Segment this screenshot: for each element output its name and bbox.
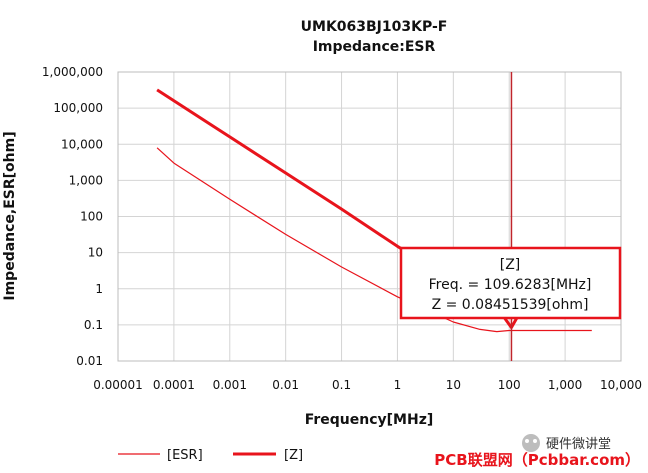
y-tick-label: 0.01: [76, 354, 103, 368]
x-tick-label: 0.01: [272, 378, 299, 392]
x-tick-label: 0.001: [213, 378, 247, 392]
legend-esr-label: [ESR]: [167, 448, 203, 463]
y-tick-label: 0.1: [84, 318, 103, 332]
y-tick-label: 1,000,000: [42, 65, 103, 79]
esr-series-line: [156, 147, 592, 333]
y-axis-label: Impedance,ESR[ohm]: [2, 131, 18, 300]
tooltip-frequency: Freq. = 109.6283[MHz]: [429, 277, 592, 293]
watermark-primary: PCB联盟网（Pcbbar.com）: [434, 451, 640, 469]
tooltip-box: [399, 246, 622, 320]
x-tick-label: 1,000: [548, 378, 582, 392]
y-tick-label: 10: [88, 246, 103, 260]
plot-area-border: [117, 71, 622, 362]
x-axis-ticks: 0.00001 0.0001 0.001 0.01 0.1 1 10 100 1,000 10,0…: [93, 378, 642, 392]
x-tick-label: 10: [446, 378, 461, 392]
x-tick-label: 0.0001: [153, 378, 195, 392]
x-tick-label: 100: [498, 378, 521, 392]
y-axis-ticks: 0.01 0.1 1 10 100 1,000 10,000 100,000 1,000,000: [42, 65, 103, 368]
tooltip-title: [Z]: [500, 257, 521, 273]
watermark: 硬件微讲堂 PCB联盟网（Pcbbar.com）: [434, 434, 640, 469]
y-tick-label: 100,000: [53, 101, 103, 115]
y-tick-label: 1,000: [69, 173, 103, 187]
wechat-icon-inner-2: [533, 439, 537, 443]
x-tick-label: 1: [394, 378, 402, 392]
x-tick-label: 0.1: [332, 378, 351, 392]
x-axis-label: Frequency[MHz]: [305, 412, 434, 428]
legend-z-label: [Z]: [284, 448, 303, 463]
wechat-icon: [522, 434, 540, 452]
chart-subtitle: Impedance:ESR: [313, 39, 436, 55]
chart-title: UMK063BJ103KP-F: [301, 19, 448, 35]
tooltip-impedance: Z = 0.08451539[ohm]: [432, 297, 589, 313]
cursor-tooltip: [Z] Freq. = 109.6283[MHz] Z = 0.08451539…: [399, 246, 622, 320]
y-tick-label: 100: [80, 210, 103, 224]
x-tick-label: 10,000: [600, 378, 642, 392]
y-tick-label: 10,000: [61, 137, 103, 151]
y-tick-label: 1: [95, 282, 103, 296]
x-tick-label: 0.00001: [93, 378, 143, 392]
wechat-icon-inner: [525, 439, 529, 443]
legend: [ESR] [Z]: [118, 448, 303, 463]
watermark-secondary: 硬件微讲堂: [546, 437, 611, 452]
